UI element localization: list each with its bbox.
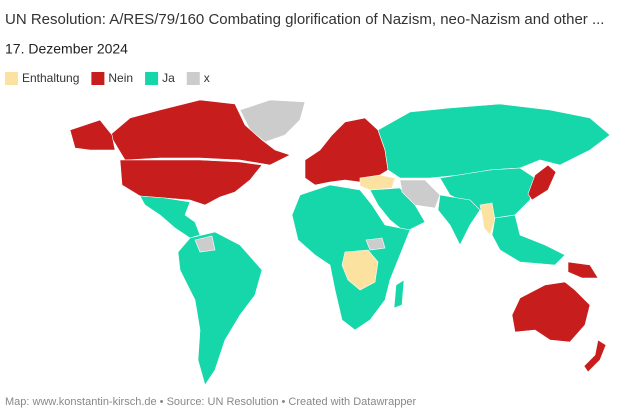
legend-label: Enthaltung bbox=[22, 71, 79, 85]
region bbox=[437, 194, 481, 246]
region bbox=[491, 214, 566, 266]
legend: Enthaltung Nein Ja x bbox=[5, 71, 210, 85]
region bbox=[393, 279, 405, 309]
region bbox=[399, 179, 441, 209]
region bbox=[527, 164, 557, 201]
title: UN Resolution: A/RES/79/160 Combating gl… bbox=[5, 11, 604, 28]
legend-label: Nein bbox=[108, 71, 133, 85]
legend-swatch bbox=[186, 72, 200, 85]
legend-label: Ja bbox=[162, 71, 175, 85]
legend-swatch bbox=[5, 72, 18, 85]
region bbox=[109, 99, 291, 166]
region bbox=[359, 174, 396, 191]
legend-swatch bbox=[91, 72, 105, 85]
region bbox=[377, 103, 611, 179]
legend-swatch bbox=[145, 72, 159, 85]
region bbox=[479, 202, 496, 236]
region bbox=[304, 117, 389, 186]
map bbox=[69, 99, 611, 386]
region bbox=[511, 281, 591, 343]
region bbox=[341, 249, 379, 291]
legend-label: x bbox=[204, 71, 210, 85]
date: 17. Dezember 2024 bbox=[5, 41, 128, 57]
footer: Map: www.konstantin-kirsch.de • Source: … bbox=[5, 396, 417, 408]
region bbox=[69, 119, 116, 151]
region bbox=[583, 339, 607, 373]
region bbox=[365, 237, 386, 251]
region bbox=[177, 231, 263, 386]
region bbox=[567, 261, 599, 279]
region bbox=[139, 195, 201, 239]
region bbox=[194, 235, 216, 253]
